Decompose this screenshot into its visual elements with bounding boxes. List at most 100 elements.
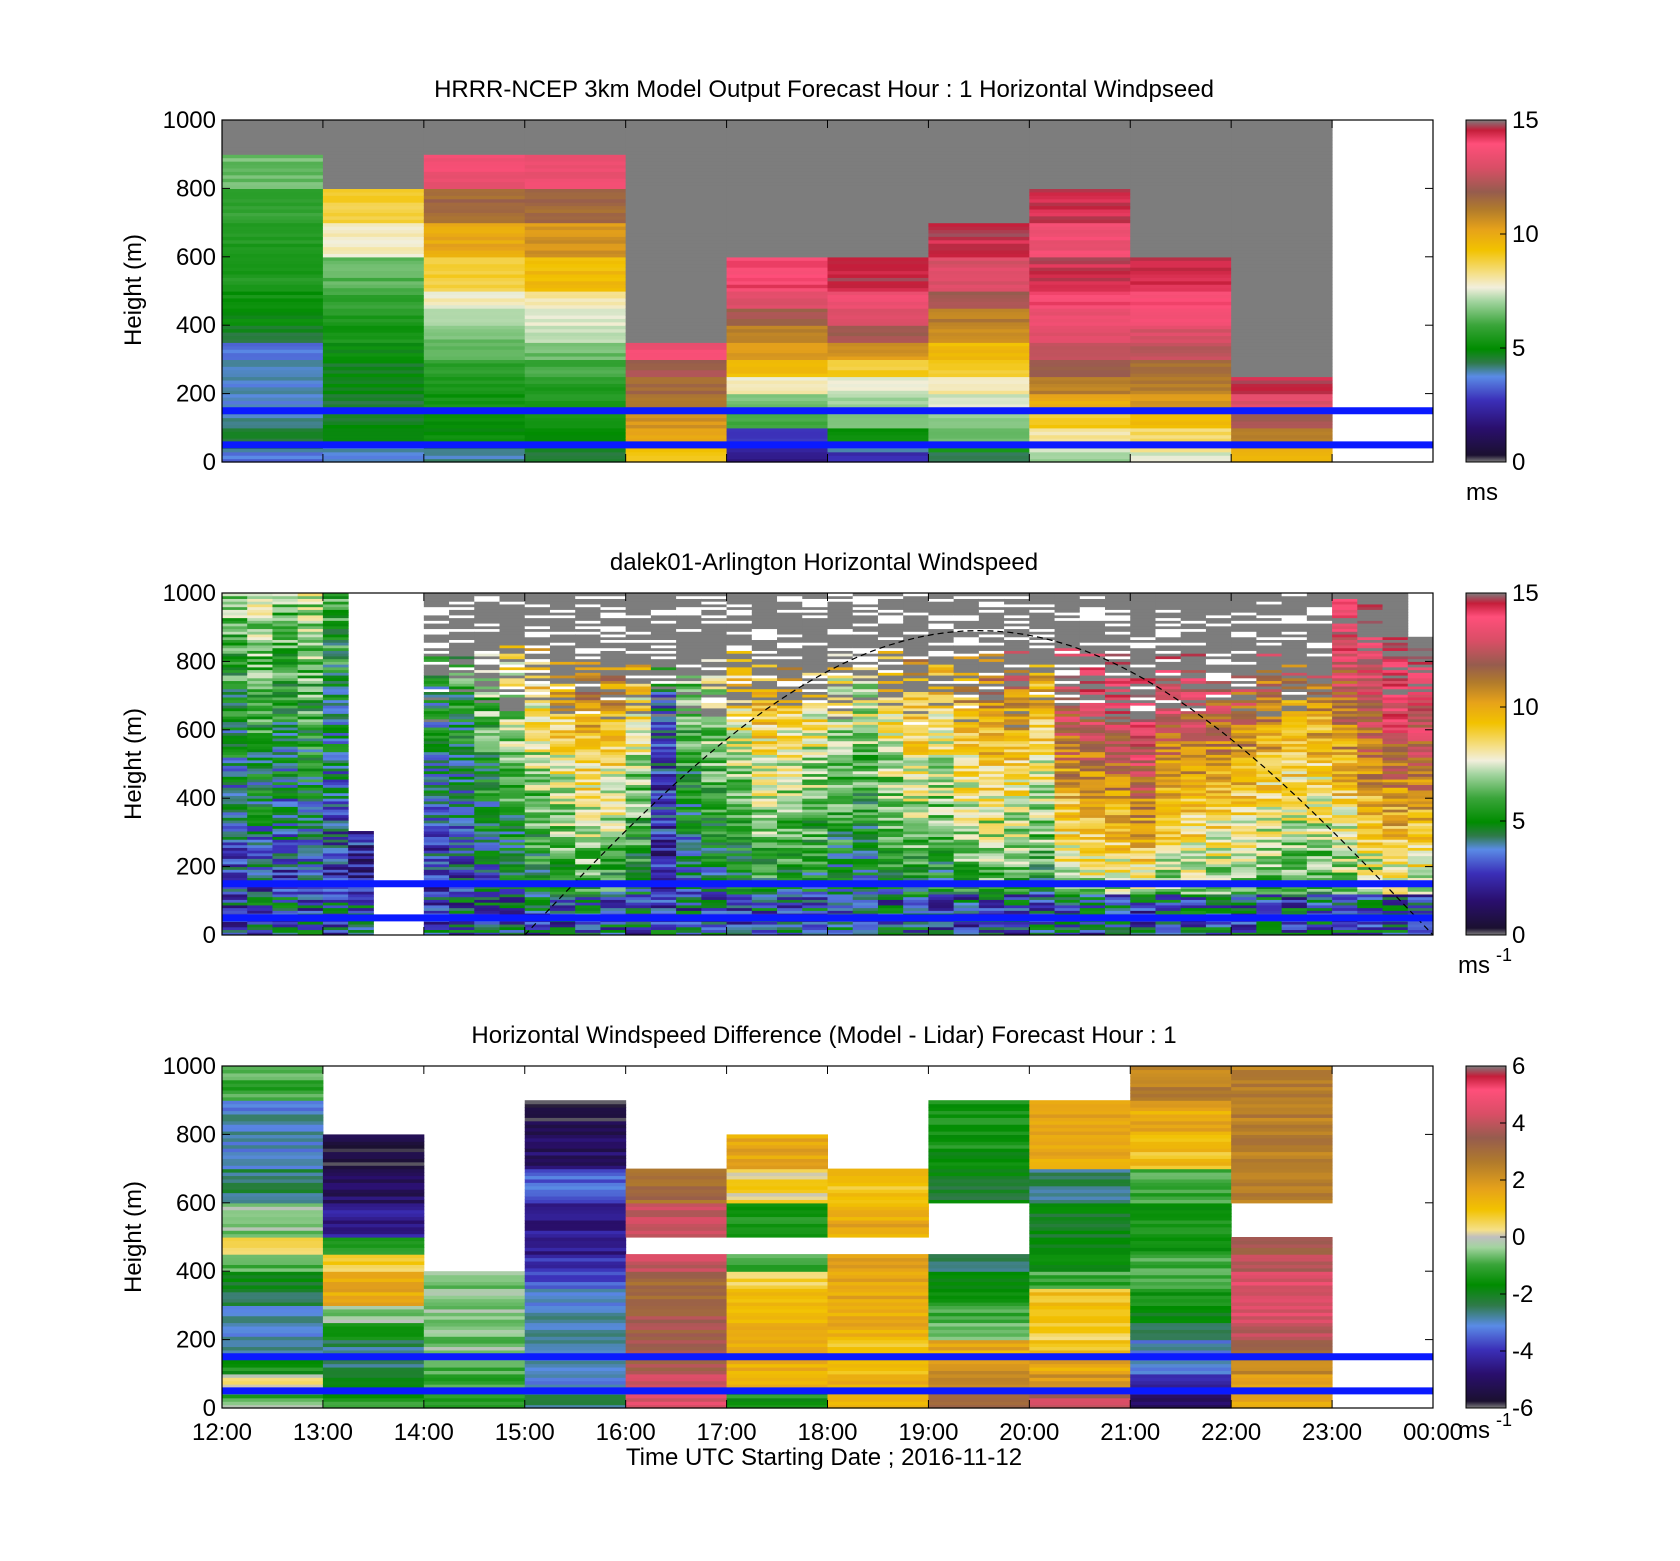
heatmap-cell bbox=[676, 642, 702, 646]
heatmap-cell bbox=[751, 833, 778, 838]
heatmap-cell bbox=[852, 789, 879, 794]
heatmap-cell bbox=[625, 789, 652, 794]
heatmap-cell bbox=[322, 263, 425, 268]
heatmap-cell bbox=[449, 759, 475, 764]
heatmap-cell bbox=[549, 874, 576, 879]
heatmap-cell bbox=[575, 699, 601, 703]
heatmap-cell bbox=[449, 803, 475, 807]
heatmap-cell bbox=[549, 718, 576, 723]
heatmap-cell bbox=[524, 328, 627, 333]
heatmap-cell bbox=[726, 140, 828, 145]
heatmap-cell bbox=[222, 188, 324, 193]
heatmap-cell bbox=[852, 680, 879, 684]
heatmap-cell bbox=[297, 891, 324, 895]
heatmap-cell bbox=[978, 595, 1005, 599]
heatmap-cell bbox=[777, 606, 803, 610]
heatmap-cell bbox=[449, 623, 475, 627]
heatmap-cell bbox=[701, 738, 728, 742]
heatmap-cell bbox=[272, 661, 299, 665]
heatmap-cell bbox=[348, 891, 374, 895]
heatmap-cell bbox=[1130, 458, 1232, 463]
heatmap-cell bbox=[650, 779, 677, 783]
heatmap-cell bbox=[575, 647, 601, 651]
heatmap-cell bbox=[297, 869, 324, 873]
heatmap-cell bbox=[1004, 677, 1030, 682]
heatmap-cell bbox=[222, 246, 324, 251]
heatmap-cell bbox=[549, 729, 576, 734]
heatmap-cell bbox=[449, 702, 475, 706]
heatmap-cell bbox=[247, 634, 273, 638]
heatmap-cell bbox=[877, 779, 904, 783]
heatmap-cell bbox=[474, 858, 501, 862]
heatmap-cell bbox=[827, 362, 929, 367]
heatmap-cell bbox=[322, 754, 349, 758]
heatmap-cell bbox=[1130, 137, 1232, 142]
heatmap-cell bbox=[1004, 877, 1030, 881]
heatmap-cell bbox=[474, 781, 501, 786]
heatmap-cell bbox=[726, 672, 753, 676]
heatmap-cell bbox=[247, 699, 273, 703]
heatmap-cell bbox=[1231, 458, 1333, 463]
heatmap-cell bbox=[474, 874, 501, 879]
heatmap-cell bbox=[625, 644, 652, 649]
heatmap-cell bbox=[322, 811, 349, 816]
heatmap-cell bbox=[903, 664, 929, 668]
heatmap-cell bbox=[676, 768, 702, 772]
heatmap-cell bbox=[802, 907, 828, 911]
heatmap-cell bbox=[625, 195, 728, 200]
heatmap-cell bbox=[928, 896, 955, 900]
heatmap-cell bbox=[827, 417, 929, 422]
heatmap-cell bbox=[928, 349, 1030, 354]
heatmap-cell bbox=[953, 754, 980, 758]
heatmap-cell bbox=[1029, 352, 1131, 357]
heatmap-cell bbox=[802, 609, 828, 613]
heatmap-cell bbox=[423, 836, 450, 840]
heatmap-cell bbox=[726, 866, 753, 870]
heatmap-cell bbox=[726, 593, 753, 597]
heatmap-cell bbox=[474, 926, 501, 931]
heatmap-cell bbox=[600, 910, 627, 914]
heatmap-cell bbox=[701, 614, 728, 619]
heatmap-cell bbox=[222, 130, 324, 135]
heatmap-cell bbox=[322, 896, 349, 900]
heatmap-cell bbox=[247, 617, 273, 621]
heatmap-cell bbox=[600, 658, 627, 662]
heatmap-cell bbox=[575, 814, 601, 818]
heatmap-cell bbox=[524, 239, 627, 244]
heatmap-cell bbox=[827, 732, 854, 736]
y-tick-label: 600 bbox=[176, 244, 216, 271]
heatmap-cell bbox=[575, 869, 601, 873]
heatmap-cell bbox=[701, 593, 728, 597]
heatmap-cell bbox=[297, 688, 324, 692]
colorbar-tick-label: 0 bbox=[1512, 449, 1525, 476]
heatmap-cell bbox=[726, 847, 753, 851]
heatmap-cell bbox=[322, 907, 349, 911]
heatmap-cell bbox=[524, 236, 627, 241]
heatmap-cell bbox=[827, 904, 854, 909]
heatmap-cell bbox=[852, 852, 879, 857]
heatmap-cell bbox=[726, 314, 828, 319]
heatmap-cell bbox=[524, 839, 551, 843]
heatmap-cell bbox=[222, 716, 248, 720]
heatmap-cell bbox=[222, 171, 324, 176]
heatmap-cell bbox=[524, 762, 551, 766]
heatmap-cell bbox=[777, 609, 803, 613]
heatmap-cell bbox=[297, 666, 324, 671]
heatmap-cell bbox=[903, 891, 929, 895]
heatmap-cell bbox=[322, 178, 425, 183]
heatmap-cell bbox=[625, 304, 728, 309]
heatmap-cell bbox=[499, 593, 526, 597]
heatmap-cell bbox=[322, 617, 349, 621]
heatmap-cell bbox=[222, 650, 248, 654]
heatmap-cell bbox=[600, 863, 627, 868]
heatmap-cell bbox=[978, 836, 1005, 840]
heatmap-cell bbox=[272, 831, 299, 835]
heatmap-cell bbox=[423, 205, 526, 210]
heatmap-cell bbox=[549, 617, 576, 621]
heatmap-cell bbox=[777, 806, 803, 810]
heatmap-cell bbox=[852, 658, 879, 662]
heatmap-cell bbox=[499, 617, 526, 621]
heatmap-cell bbox=[852, 707, 879, 712]
heatmap-cell bbox=[1029, 400, 1131, 405]
heatmap-cell bbox=[322, 661, 349, 665]
